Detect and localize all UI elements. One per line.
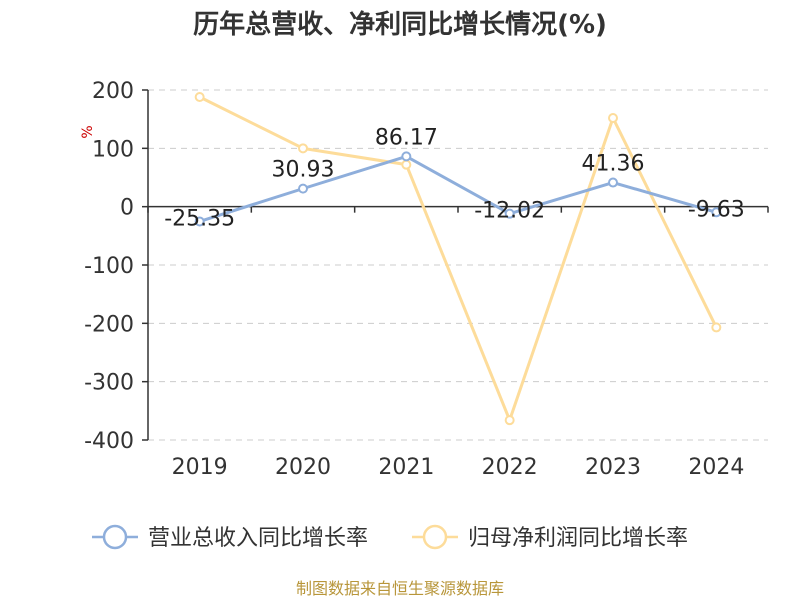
data-label: 86.17 bbox=[375, 125, 438, 150]
data-point-1 bbox=[608, 177, 618, 188]
y-tick-label: 100 bbox=[92, 137, 134, 162]
y-tick-label: 200 bbox=[92, 79, 134, 104]
x-tick-label: 2019 bbox=[172, 455, 228, 480]
x-tick-label: 2022 bbox=[482, 455, 538, 480]
data-label: -25.35 bbox=[164, 206, 235, 231]
data-point-2 bbox=[194, 92, 205, 102]
data-point-2 bbox=[608, 113, 618, 123]
legend-label: 归母净利润同比增长率 bbox=[468, 526, 688, 551]
axes bbox=[142, 89, 769, 441]
data-point-1 bbox=[401, 151, 412, 162]
series-line-2 bbox=[198, 95, 718, 422]
y-tick-label: -200 bbox=[84, 312, 134, 337]
y-tick-labels: 200 100 0 -100 -200 -300 -400 bbox=[84, 79, 134, 454]
y-tick-label: -300 bbox=[84, 371, 134, 396]
data-point-2 bbox=[504, 415, 515, 426]
legend-swatch-marker bbox=[422, 524, 448, 550]
y-tick-label: -400 bbox=[84, 429, 134, 454]
data-point-1 bbox=[711, 207, 722, 218]
source-note: 制图数据来自恒生聚源数据库 bbox=[296, 579, 504, 598]
legend-label: 营业总收入同比增长率 bbox=[148, 526, 368, 551]
y-tick-label: 0 bbox=[120, 196, 134, 221]
legend-swatch-marker bbox=[102, 524, 128, 550]
data-label: 30.93 bbox=[272, 158, 335, 183]
data-point-1 bbox=[504, 208, 515, 219]
data-label: -9.63 bbox=[688, 197, 745, 222]
data-point-1 bbox=[194, 216, 205, 227]
data-label: 41.36 bbox=[582, 152, 645, 177]
data-point-1 bbox=[298, 183, 308, 194]
series-line-1 bbox=[199, 154, 717, 223]
chart-title: 历年总营收、净利同比增长情况(%) bbox=[193, 9, 607, 40]
data-point-2 bbox=[711, 322, 722, 333]
legend[interactable]: 营业总收入同比增长率 归母净利润同比增长率 bbox=[92, 524, 688, 551]
data-label: -12.02 bbox=[474, 199, 545, 224]
x-tick-labels: 2019 2020 2021 2022 2023 2024 bbox=[172, 455, 745, 480]
grid-lines bbox=[148, 89, 768, 441]
x-tick-label: 2020 bbox=[275, 455, 331, 480]
x-tick-label: 2021 bbox=[378, 455, 434, 480]
y-axis-label: % bbox=[80, 125, 96, 138]
data-labels: -25.35 30.93 86.17 -12.02 41.36 -9.63 bbox=[164, 125, 745, 231]
series-layer bbox=[194, 92, 722, 426]
data-point-2 bbox=[298, 143, 308, 154]
data-point-2 bbox=[401, 159, 412, 170]
x-tick-label: 2024 bbox=[688, 455, 744, 480]
y-tick-label: -100 bbox=[84, 254, 134, 279]
x-tick-label: 2023 bbox=[585, 455, 641, 480]
